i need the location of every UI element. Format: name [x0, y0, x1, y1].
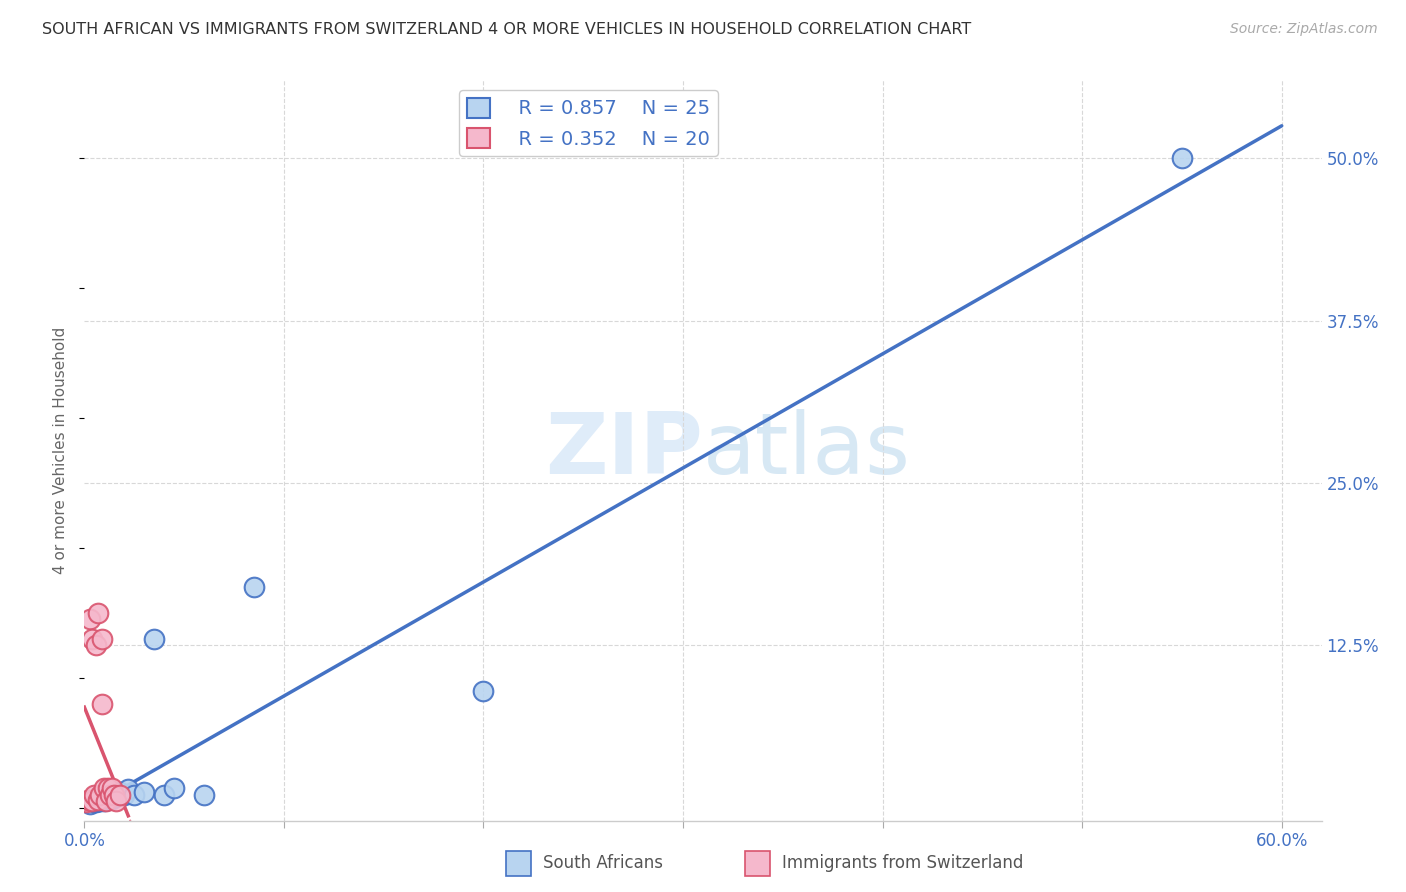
Point: [82, 794, 104, 808]
Point: [105, 789, 128, 803]
Point: [134, 785, 156, 799]
Point: [105, 794, 128, 808]
Point: [96, 791, 118, 805]
Point: [110, 788, 132, 802]
Point: [97, 793, 120, 807]
Point: [193, 788, 215, 802]
Point: [112, 788, 135, 802]
Legend:   R = 0.857    N = 25,   R = 0.352    N = 20: R = 0.857 N = 25, R = 0.352 N = 20: [460, 90, 717, 156]
Point: [472, 683, 495, 698]
Point: [98, 791, 121, 805]
Point: [89, 794, 111, 808]
Point: [82, 632, 104, 646]
Point: [243, 580, 266, 594]
Point: [153, 788, 176, 802]
Point: [75, 796, 97, 810]
Point: [93, 781, 115, 796]
Point: [1171, 151, 1194, 165]
Y-axis label: 4 or more Vehicles in Household: 4 or more Vehicles in Household: [53, 326, 69, 574]
Point: [103, 790, 125, 805]
Point: [96, 794, 118, 808]
Point: [117, 782, 139, 797]
Point: [87, 794, 110, 808]
Point: [83, 788, 105, 802]
Point: [110, 785, 132, 799]
Point: [93, 794, 115, 808]
Text: Immigrants from Switzerland: Immigrants from Switzerland: [782, 855, 1024, 872]
Text: Source: ZipAtlas.com: Source: ZipAtlas.com: [1230, 22, 1378, 37]
Point: [89, 788, 111, 802]
Point: [101, 781, 124, 796]
Point: [97, 781, 120, 796]
Point: [79, 612, 101, 626]
Point: [83, 796, 105, 810]
Point: [163, 781, 186, 796]
Point: [86, 638, 108, 652]
Point: [122, 788, 145, 802]
Point: [77, 793, 100, 807]
Point: [91, 697, 114, 711]
Point: [86, 796, 108, 810]
Point: [87, 793, 110, 807]
Point: [98, 788, 121, 802]
Point: [91, 632, 114, 646]
Point: [101, 791, 124, 805]
Text: atlas: atlas: [703, 409, 911, 492]
Point: [91, 793, 114, 807]
Point: [103, 788, 125, 802]
Point: [87, 606, 110, 620]
Point: [143, 632, 166, 646]
Text: ZIP: ZIP: [546, 409, 703, 492]
Text: South Africans: South Africans: [543, 855, 662, 872]
Text: SOUTH AFRICAN VS IMMIGRANTS FROM SWITZERLAND 4 OR MORE VEHICLES IN HOUSEHOLD COR: SOUTH AFRICAN VS IMMIGRANTS FROM SWITZER…: [42, 22, 972, 37]
Point: [79, 797, 101, 811]
